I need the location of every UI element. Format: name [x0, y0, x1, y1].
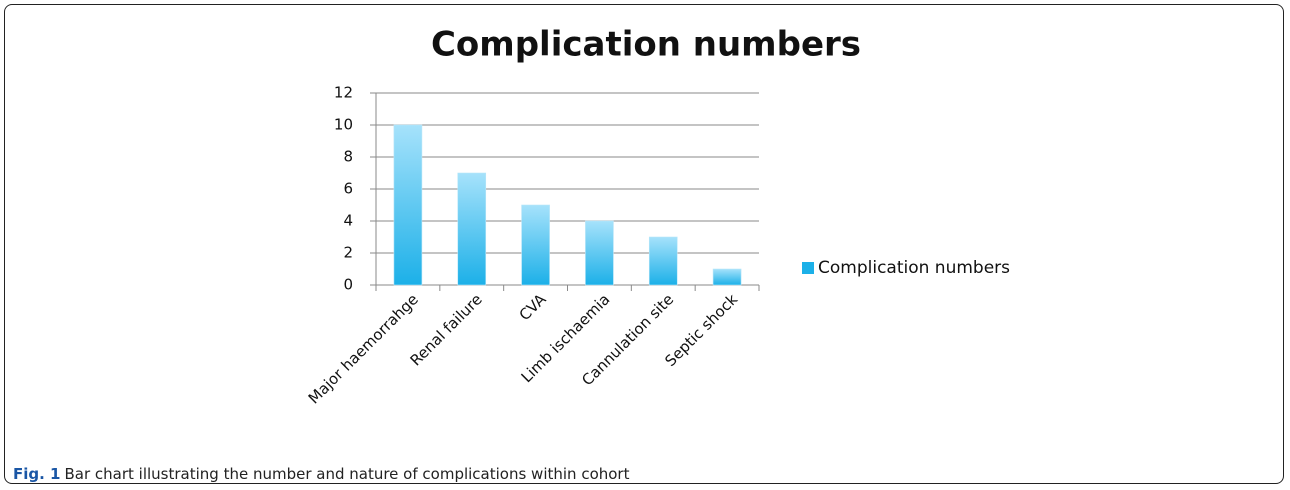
y-tick-label: 4: [343, 212, 353, 230]
caption-text: Bar chart illustrating the number and na…: [64, 465, 630, 483]
bar: [521, 204, 550, 286]
bar: [712, 268, 742, 286]
legend-label: Complication numbers: [818, 258, 1010, 278]
x-tick-label: Major haemorrahge: [305, 290, 422, 407]
caption-label: Fig. 1: [13, 465, 61, 483]
bar: [457, 172, 487, 286]
y-tick-label: 0: [343, 276, 353, 294]
bar: [585, 220, 614, 286]
caption: Fig. 1 Bar chart illustrating the number …: [13, 465, 629, 483]
y-tick-label: 8: [343, 148, 353, 166]
figure: Complication numbers 0 2 4 6 8 10 12 Major haem…: [4, 4, 1284, 484]
x-tick-label: CVA: [516, 290, 550, 324]
y-tick-label: 2: [343, 244, 353, 262]
chart: Complication numbers 0 2 4 6 8 10 12 Major haem…: [305, 25, 1010, 408]
y-tick-label: 10: [334, 116, 353, 134]
y-tick-label: 12: [334, 84, 353, 102]
bar: [393, 124, 423, 286]
chart-title: Complication numbers: [431, 25, 861, 65]
bar: [648, 236, 678, 286]
legend-swatch: [802, 262, 814, 274]
y-tick-label: 6: [343, 180, 353, 198]
